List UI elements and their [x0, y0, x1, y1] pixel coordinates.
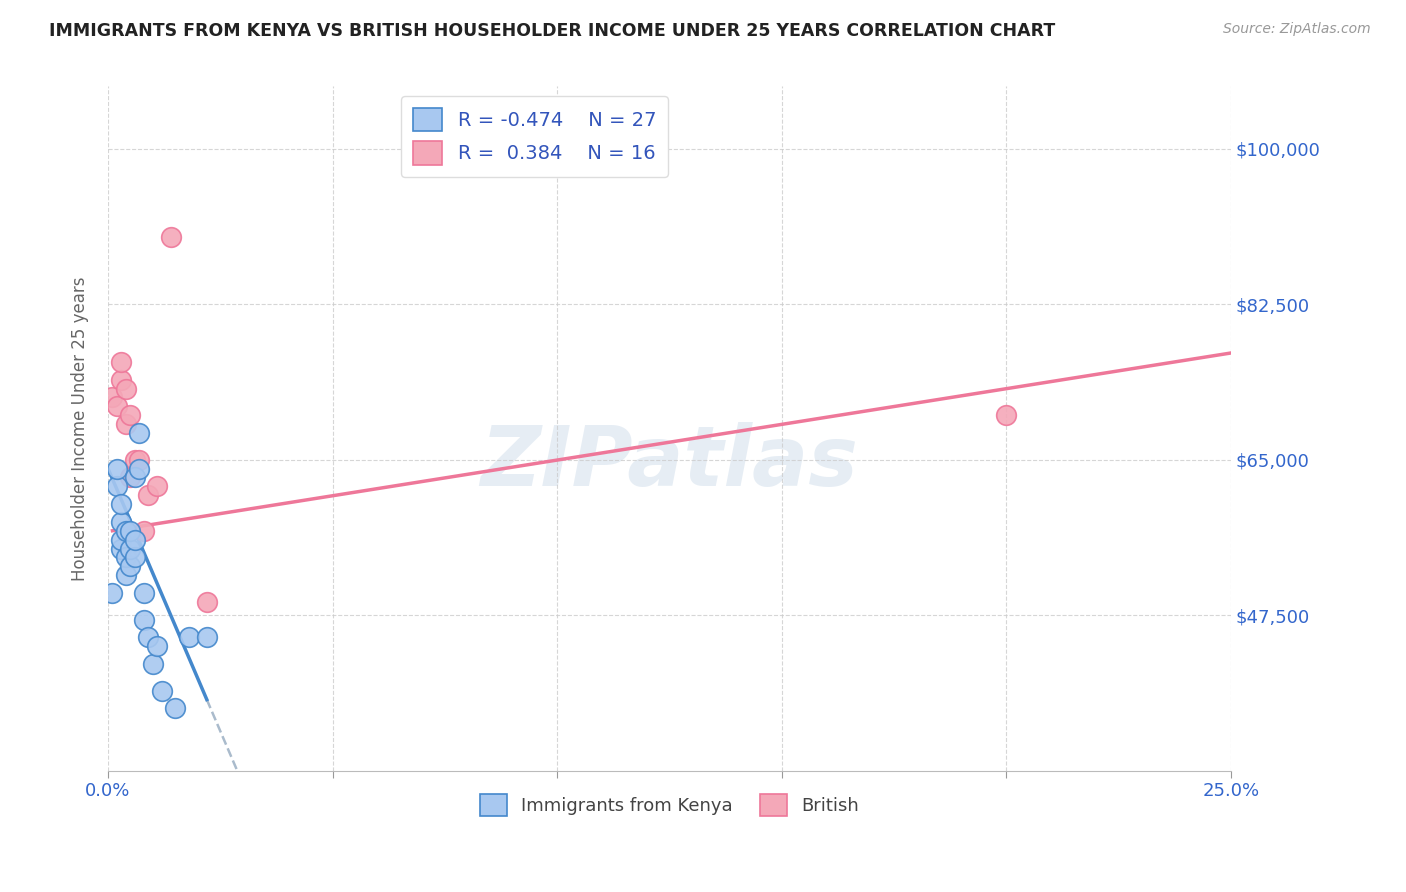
Point	[195, 631, 218, 645]
Point	[110, 533, 132, 547]
Point	[160, 230, 183, 244]
Point	[146, 479, 169, 493]
Point	[120, 559, 142, 574]
Point	[165, 701, 187, 715]
Point	[110, 541, 132, 556]
Legend: Immigrants from Kenya, British: Immigrants from Kenya, British	[472, 787, 866, 823]
Text: ZIPatlas: ZIPatlas	[481, 422, 859, 503]
Point	[124, 452, 146, 467]
Point	[146, 640, 169, 654]
Point	[128, 452, 150, 467]
Point	[115, 382, 138, 396]
Point	[120, 541, 142, 556]
Point	[110, 497, 132, 511]
Point	[132, 613, 155, 627]
Point	[101, 586, 124, 600]
Text: IMMIGRANTS FROM KENYA VS BRITISH HOUSEHOLDER INCOME UNDER 25 YEARS CORRELATION C: IMMIGRANTS FROM KENYA VS BRITISH HOUSEHO…	[49, 22, 1056, 40]
Point	[115, 524, 138, 538]
Point	[124, 550, 146, 565]
Point	[115, 550, 138, 565]
Point	[995, 408, 1018, 422]
Point	[128, 461, 150, 475]
Point	[120, 524, 142, 538]
Point	[124, 470, 146, 484]
Y-axis label: Householder Income Under 25 years: Householder Income Under 25 years	[72, 277, 89, 581]
Point	[115, 568, 138, 582]
Point	[177, 631, 200, 645]
Point	[138, 488, 160, 502]
Point	[120, 470, 142, 484]
Point	[128, 425, 150, 440]
Point	[105, 461, 128, 475]
Point	[195, 595, 218, 609]
Point	[142, 657, 165, 671]
Point	[110, 373, 132, 387]
Point	[105, 400, 128, 414]
Text: Source: ZipAtlas.com: Source: ZipAtlas.com	[1223, 22, 1371, 37]
Point	[132, 586, 155, 600]
Point	[120, 408, 142, 422]
Point	[110, 355, 132, 369]
Point	[124, 533, 146, 547]
Point	[101, 391, 124, 405]
Point	[132, 524, 155, 538]
Point	[150, 683, 173, 698]
Point	[115, 417, 138, 431]
Point	[138, 631, 160, 645]
Point	[110, 515, 132, 529]
Point	[105, 479, 128, 493]
